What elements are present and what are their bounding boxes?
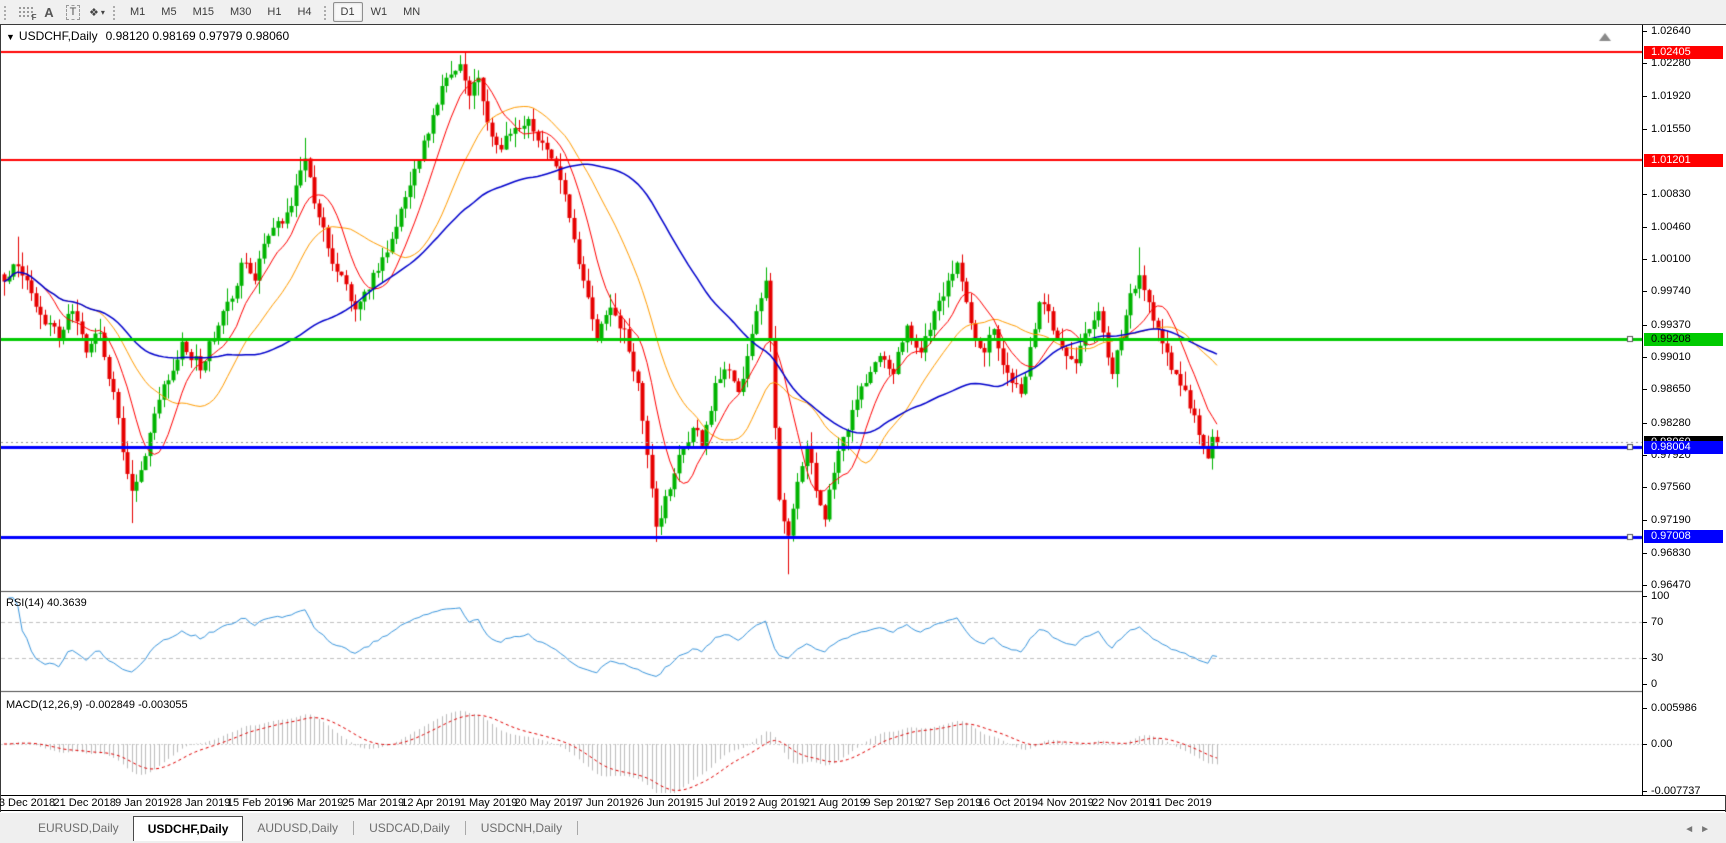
date-axis-label: 4 Nov 2019 <box>1037 797 1094 809</box>
tab-nav-left-icon[interactable]: ◄ <box>1684 824 1701 835</box>
date-axis-label: 27 Sep 2019 <box>918 797 982 809</box>
price-tick-label: 0.98280 <box>1643 417 1726 429</box>
rsi-scale-label: 70 <box>1643 616 1726 628</box>
timeframe-button-mn[interactable]: MN <box>403 6 421 18</box>
price-tick-label: 0.96470 <box>1643 579 1726 591</box>
macd-label: MACD(12,26,9) -0.002849 -0.003055 <box>6 699 188 711</box>
date-axis-label: 9 Sep 2019 <box>864 797 921 809</box>
date-axis-label: 25 Mar 2019 <box>342 797 405 809</box>
price-tick-label: 0.97560 <box>1643 481 1726 493</box>
date-axis-label: 20 May 2019 <box>514 797 579 809</box>
level-line-price-badge[interactable]: 0.99208 <box>1644 332 1723 346</box>
chevron-down-icon: ▾ <box>100 7 105 17</box>
timeframe-button-m30[interactable]: M30 <box>229 6 252 18</box>
chart-canvas[interactable] <box>1 25 1642 794</box>
symbol-tab-usdcnh[interactable]: USDCNH,Daily <box>480 821 563 835</box>
price-tick-label: 0.97190 <box>1643 514 1726 526</box>
date-axis-label: 15 Feb 2019 <box>226 797 289 809</box>
date-axis-label: 21 Aug 2019 <box>803 797 866 809</box>
text-box-icon: T <box>65 4 81 20</box>
date-axis-label: 9 Jan 2019 <box>115 797 170 809</box>
macd-scale-label: 0.005986 <box>1643 702 1726 714</box>
chart-title: ▼ USDCHF,Daily 0.98120 0.98169 0.97979 0.9… <box>6 29 289 43</box>
price-tick-label: 0.96830 <box>1643 547 1726 559</box>
rsi-scale-label: 30 <box>1643 652 1726 664</box>
resistance-line-price-badge[interactable]: 1.02405 <box>1644 45 1723 59</box>
timeframe-button-w1[interactable]: W1 <box>370 6 388 18</box>
rsi-scale-label: 100 <box>1643 590 1726 602</box>
date-axis-label: 11 Dec 2019 <box>1150 797 1212 809</box>
toolbar-grip[interactable] <box>322 4 328 20</box>
price-tick-label: 0.98650 <box>1643 383 1726 395</box>
date-axis-label: 3 Dec 2018 <box>0 797 56 809</box>
timeframe-button-h1[interactable]: H1 <box>267 6 282 18</box>
date-axis-label: 2 Aug 2019 <box>749 797 805 809</box>
macd-scale-label: -0.007737 <box>1643 785 1726 797</box>
symbol-tab-audusd[interactable]: AUDUSD,Daily <box>257 821 339 835</box>
timeframe-button-m1[interactable]: M1 <box>130 6 146 18</box>
resistance-line-price-badge[interactable]: 1.01201 <box>1644 153 1723 167</box>
price-tick-label: 0.99740 <box>1643 285 1726 297</box>
macd-scale-label: 0.00 <box>1643 738 1726 750</box>
price-tick-label: 1.00460 <box>1643 221 1726 233</box>
text-label-button[interactable]: A <box>37 2 61 22</box>
cursor-style-button[interactable]: ❖ ▾ <box>85 2 109 22</box>
timeframe-button-group: M1 M5 M15 M30 H1 H4 D1 W1 MN <box>122 2 428 22</box>
symbol-tab-usdcad[interactable]: USDCAD,Daily <box>369 821 450 835</box>
price-tick-label: 1.02640 <box>1643 25 1726 37</box>
price-tick-label: 0.99370 <box>1643 319 1726 331</box>
text-label-icon: A <box>44 4 54 20</box>
price-tick-label: 1.01920 <box>1643 90 1726 102</box>
cursor-style-icon: ❖ <box>89 6 99 19</box>
timeframe-button-h4[interactable]: H4 <box>297 6 312 18</box>
date-axis-label: 22 Nov 2019 <box>1092 797 1155 809</box>
price-scale[interactable]: 1.02640 1.02280 1.01920 1.01550 1.00830 1.004… <box>1642 25 1726 797</box>
indicator-grid-icon: F <box>17 6 37 22</box>
indicator-grid-button[interactable]: F <box>13 2 37 22</box>
date-axis-label: 15 Jul 2019 <box>690 797 748 809</box>
timeframe-button-d1[interactable]: D1 <box>332 2 363 22</box>
tab-separator <box>464 821 466 835</box>
rsi-scale-label: 0 <box>1643 678 1726 690</box>
tab-separator <box>353 821 355 835</box>
collapse-arrow-icon[interactable]: ▼ <box>6 32 15 42</box>
price-tick-label: 0.99010 <box>1643 351 1726 363</box>
tab-separator <box>577 821 579 835</box>
support-line-price-badge[interactable]: 0.97008 <box>1644 530 1723 544</box>
price-tick-label: 1.01550 <box>1643 123 1726 135</box>
timeframe-button-m15[interactable]: M15 <box>192 6 214 18</box>
price-tick-label: 1.00830 <box>1643 188 1726 200</box>
date-axis-label: 12 Apr 2019 <box>401 797 461 809</box>
chart-window: ▼ USDCHF,Daily 0.98120 0.98169 0.97979 0.9… <box>0 24 1726 813</box>
tab-nav-right-icon[interactable]: ► <box>1700 824 1716 835</box>
timeframe-button-m5[interactable]: M5 <box>161 6 177 18</box>
tab-nav-arrows[interactable]: ◄► <box>1684 824 1716 835</box>
price-tick-label: 1.02280 <box>1643 57 1726 69</box>
symbol-tab-eurusd[interactable]: EURUSD,Daily <box>38 821 119 835</box>
date-axis-label: 28 Jan 2019 <box>169 797 231 809</box>
date-axis-label: 16 Oct 2019 <box>977 797 1038 809</box>
toolbar: F A T ❖ ▾ M1 M5 M15 M30 H1 H4 D1 W1 MN <box>0 0 1726 25</box>
toolbar-grip[interactable] <box>3 4 8 20</box>
date-axis-label: 6 Mar 2019 <box>287 797 344 809</box>
symbol-tab-bar: EURUSD,Daily USDCHF,Daily AUDUSD,Daily USDC… <box>0 812 1726 843</box>
toolbar-grip[interactable] <box>112 4 117 20</box>
price-tick-label: 1.00100 <box>1643 253 1726 265</box>
date-axis-label: 26 Jun 2019 <box>631 797 692 809</box>
support-line-price-badge[interactable]: 0.98004 <box>1644 440 1723 454</box>
date-axis-label: 21 Dec 2018 <box>53 797 116 809</box>
date-axis-label: 1 May 2019 <box>459 797 518 809</box>
rsi-label: RSI(14) 40.3639 <box>6 597 87 609</box>
symbol-label: USDCHF,Daily <box>18 29 98 43</box>
symbol-tab-usdchf[interactable]: USDCHF,Daily <box>132 816 244 841</box>
ohlc-quote: 0.98120 0.98169 0.97979 0.98060 <box>105 29 290 43</box>
date-axis-label: 7 Jun 2019 <box>576 797 632 809</box>
text-box-button[interactable]: T <box>61 2 85 22</box>
date-axis[interactable]: 3 Dec 2018 21 Dec 2018 9 Jan 2019 28 Jan 20… <box>0 795 1725 811</box>
